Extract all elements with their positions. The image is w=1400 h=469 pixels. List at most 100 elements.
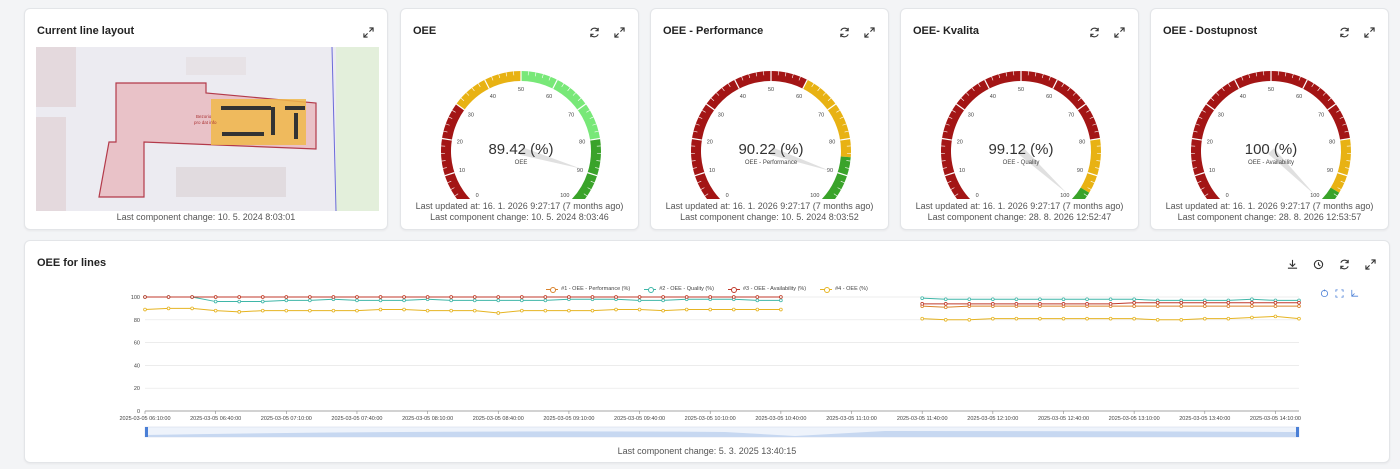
data-point[interactable]: [308, 298, 312, 303]
data-point[interactable]: [355, 295, 359, 299]
data-point[interactable]: [543, 298, 548, 303]
data-point[interactable]: [920, 302, 924, 306]
data-point[interactable]: [308, 308, 312, 313]
data-point[interactable]: [967, 318, 972, 322]
data-point[interactable]: [1250, 315, 1254, 320]
data-point[interactable]: [1273, 300, 1278, 305]
data-point[interactable]: [213, 308, 218, 313]
data-point[interactable]: [520, 308, 524, 313]
data-point[interactable]: [166, 295, 171, 299]
data-point[interactable]: [967, 297, 972, 302]
data-point[interactable]: [1108, 302, 1113, 306]
data-point[interactable]: [1273, 314, 1278, 319]
data-point[interactable]: [684, 295, 689, 299]
data-point[interactable]: [402, 307, 406, 312]
data-point[interactable]: [1132, 297, 1136, 302]
data-point[interactable]: [1085, 316, 1089, 321]
data-point[interactable]: [1085, 297, 1089, 302]
expand-icon[interactable]: [361, 25, 375, 39]
data-point[interactable]: [1250, 304, 1254, 308]
data-point[interactable]: [920, 296, 924, 300]
data-point[interactable]: [661, 308, 665, 313]
legend-item[interactable]: #1 - OEE - Performance (%): [546, 286, 630, 293]
data-point[interactable]: [496, 311, 501, 315]
expand-icon[interactable]: [1362, 25, 1376, 39]
data-point[interactable]: [1226, 304, 1231, 308]
data-point[interactable]: [1155, 318, 1160, 322]
refresh-icon[interactable]: [587, 25, 601, 39]
data-point[interactable]: [1250, 297, 1254, 302]
data-point[interactable]: [991, 316, 995, 321]
data-point[interactable]: [449, 308, 453, 313]
data-point[interactable]: [967, 302, 972, 306]
legend-item[interactable]: #2 - OEE - Quality (%): [644, 286, 714, 293]
data-point[interactable]: [1155, 304, 1160, 308]
data-point[interactable]: [331, 308, 336, 313]
data-point[interactable]: [543, 308, 548, 313]
data-point[interactable]: [237, 299, 242, 304]
data-point[interactable]: [1179, 304, 1184, 308]
data-point[interactable]: [402, 298, 406, 303]
data-point[interactable]: [260, 295, 265, 299]
data-point[interactable]: [755, 295, 760, 299]
data-point[interactable]: [1085, 302, 1089, 306]
refresh-icon[interactable]: [1337, 257, 1351, 271]
data-point[interactable]: [779, 295, 783, 299]
data-point[interactable]: [661, 298, 665, 303]
zoom-icon[interactable]: [1335, 285, 1344, 303]
data-point[interactable]: [237, 310, 242, 314]
data-point[interactable]: [520, 295, 524, 299]
data-point[interactable]: [355, 298, 359, 303]
data-point[interactable]: [637, 298, 642, 303]
data-point[interactable]: [755, 307, 760, 312]
data-point[interactable]: [567, 295, 571, 299]
data-point[interactable]: [1108, 297, 1113, 302]
data-point[interactable]: [1297, 316, 1301, 321]
data-point[interactable]: [378, 295, 383, 299]
data-point[interactable]: [1202, 304, 1207, 308]
data-point[interactable]: [779, 298, 783, 303]
data-point[interactable]: [731, 307, 736, 312]
refresh-icon[interactable]: [1337, 25, 1351, 39]
data-point[interactable]: [472, 298, 477, 303]
data-point[interactable]: [213, 295, 218, 299]
data-point[interactable]: [1038, 302, 1042, 306]
data-point[interactable]: [1297, 304, 1301, 308]
data-point[interactable]: [1014, 316, 1019, 321]
data-point[interactable]: [1038, 297, 1042, 302]
data-point[interactable]: [1226, 316, 1231, 321]
data-point[interactable]: [1014, 302, 1019, 306]
data-point[interactable]: [472, 295, 477, 299]
data-point[interactable]: [190, 295, 194, 299]
data-point[interactable]: [402, 295, 406, 299]
expand-icon[interactable]: [1112, 25, 1126, 39]
data-point[interactable]: [590, 295, 595, 299]
data-point[interactable]: [991, 297, 995, 302]
data-point[interactable]: [943, 318, 948, 322]
data-point[interactable]: [943, 297, 948, 302]
data-point[interactable]: [1061, 297, 1066, 302]
floor-plan-map[interactable]: Bezorio pro dat info: [36, 47, 379, 211]
data-point[interactable]: [755, 298, 760, 303]
data-point[interactable]: [190, 306, 194, 311]
data-point[interactable]: [449, 298, 453, 303]
data-point[interactable]: [331, 295, 336, 299]
data-point[interactable]: [1202, 300, 1207, 305]
legend-item[interactable]: #3 - OEE - Availability (%): [727, 286, 806, 293]
data-point[interactable]: [213, 299, 218, 304]
data-point[interactable]: [661, 295, 665, 299]
data-point[interactable]: [355, 308, 359, 313]
data-point[interactable]: [614, 295, 618, 299]
data-point[interactable]: [708, 295, 713, 299]
data-point[interactable]: [520, 298, 524, 303]
data-point[interactable]: [284, 298, 289, 303]
data-point[interactable]: [378, 307, 383, 312]
data-point[interactable]: [1038, 316, 1042, 321]
data-point[interactable]: [731, 295, 736, 299]
data-point[interactable]: [449, 295, 453, 299]
data-point[interactable]: [779, 307, 783, 312]
data-point[interactable]: [590, 308, 595, 313]
data-point[interactable]: [1108, 316, 1113, 321]
zoom-back-icon[interactable]: [1350, 285, 1359, 303]
data-point[interactable]: [943, 305, 948, 310]
